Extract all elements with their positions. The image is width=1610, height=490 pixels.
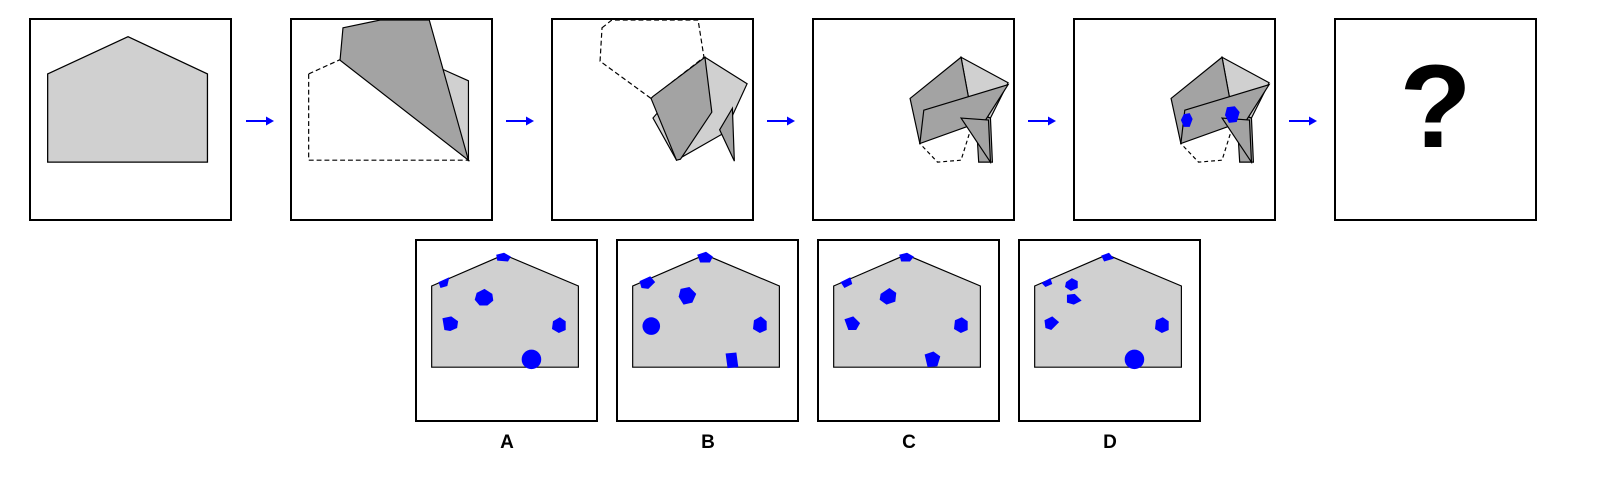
- paper-tail: [718, 106, 735, 162]
- arrow-5-icon: [1288, 114, 1318, 128]
- punched-paper-drawing: [1170, 56, 1271, 165]
- hole-upper-left: [438, 277, 450, 288]
- hole-bottom: [924, 351, 941, 368]
- arrow-2-icon: [505, 114, 535, 128]
- step-3-panel: [551, 18, 754, 221]
- folded-flap: [650, 56, 713, 161]
- option-a-panel[interactable]: [415, 239, 598, 422]
- question-mark: ?: [1399, 41, 1472, 173]
- option-a-drawing: [431, 252, 579, 370]
- second-fold-drawing: [599, 20, 748, 162]
- option-d-panel[interactable]: [1018, 239, 1201, 422]
- third-fold-drawing: [909, 56, 1010, 165]
- punched-hole-left: [1180, 113, 1193, 127]
- hole-upper-left: [1041, 278, 1053, 287]
- paper-shape: [632, 254, 780, 368]
- hole-top: [899, 252, 914, 262]
- punched-hole-center: [1224, 106, 1240, 123]
- hole-right: [752, 316, 767, 333]
- folded-away-outline: [599, 20, 705, 100]
- option-c-panel[interactable]: [817, 239, 1000, 422]
- hole-top: [697, 251, 713, 263]
- hole-upper-left: [639, 276, 656, 289]
- hole-bottom: [521, 349, 542, 370]
- first-fold-drawing: [308, 20, 471, 162]
- option-c-drawing: [833, 252, 981, 368]
- hole-right: [953, 317, 968, 333]
- hole-cluster: [879, 287, 897, 305]
- hole-cluster: [678, 286, 697, 305]
- paper-shape: [431, 254, 579, 368]
- hole-cluster-lower: [1066, 293, 1082, 305]
- arrow-3-icon: [766, 114, 796, 128]
- folded-flap: [339, 20, 470, 162]
- hole-right: [551, 317, 566, 333]
- hole-upper-left: [840, 277, 853, 288]
- folded-away-outline: [1180, 112, 1238, 163]
- folded-layer-point: [959, 117, 992, 165]
- hole-left: [442, 316, 459, 331]
- step-5-panel: [1073, 18, 1276, 221]
- option-b-label[interactable]: B: [701, 432, 715, 453]
- paper-shape: [47, 35, 209, 163]
- unfolded-paper-drawing: [47, 35, 209, 163]
- hole-top: [1101, 252, 1114, 262]
- hole-cluster-upper: [1064, 278, 1078, 291]
- hole-bottom: [1124, 349, 1145, 370]
- option-b-panel[interactable]: [616, 239, 799, 422]
- folded-away-outline: [919, 112, 977, 163]
- arrow-1-icon: [245, 114, 275, 128]
- step-1-panel: [29, 18, 232, 221]
- arrow-4-icon: [1027, 114, 1057, 128]
- question-panel: ?: [1334, 18, 1537, 221]
- option-c-label[interactable]: C: [902, 432, 916, 453]
- option-b-drawing: [632, 251, 780, 369]
- hole-cluster: [474, 288, 494, 306]
- option-a-label[interactable]: A: [500, 432, 514, 453]
- step-4-panel: [812, 18, 1015, 221]
- hole-right: [1154, 317, 1169, 333]
- hole-left: [642, 317, 661, 335]
- paper-shape: [1034, 254, 1182, 368]
- hole-left: [1044, 316, 1060, 331]
- step-2-panel: [290, 18, 493, 221]
- option-d-label[interactable]: D: [1103, 432, 1117, 453]
- hole-top: [496, 252, 511, 262]
- folded-layer-point: [1220, 117, 1253, 165]
- hole-left: [844, 316, 861, 331]
- option-d-drawing: [1034, 252, 1182, 370]
- hole-bottom: [725, 352, 739, 369]
- paper-shape: [833, 254, 981, 368]
